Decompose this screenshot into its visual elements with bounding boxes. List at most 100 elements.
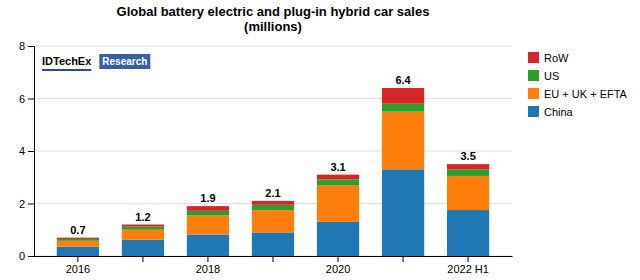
- annotation: Research: [102, 56, 147, 67]
- bar-segment: [317, 175, 359, 180]
- grid-line: [34, 98, 512, 99]
- y-tick: 0: [19, 250, 34, 262]
- grid: [34, 46, 512, 256]
- bar-segment: [447, 169, 489, 176]
- total-labels: 0.7 1.2 1.9 2.1 3.1 6.4 3.5: [70, 74, 476, 236]
- y-axis: 0 2 4 6 8: [19, 40, 35, 262]
- bar-segment: [122, 227, 164, 230]
- x-tick: 2016: [66, 256, 90, 275]
- bar-segment: [447, 210, 489, 256]
- series: [57, 88, 489, 239]
- y-tick: 6: [19, 93, 34, 105]
- total-label: 1.2: [135, 211, 150, 223]
- legend-swatch: [528, 52, 539, 63]
- x-tick-label: 2018: [196, 263, 220, 275]
- title: Global battery electric and plug-in hybr…: [117, 4, 430, 34]
- bar-segment: [382, 104, 424, 112]
- x-tick-mark: [77, 256, 78, 262]
- bar-segment: [252, 201, 294, 205]
- x-tick-mark: [338, 256, 339, 262]
- x-tick: [273, 256, 274, 262]
- bar-segment: [57, 241, 99, 247]
- bar-segment: [382, 112, 424, 170]
- legend-label: EU + UK + EFTA: [544, 88, 628, 100]
- bar-segment: [317, 222, 359, 256]
- y-tick-label: 6: [19, 93, 25, 105]
- total-label: 2.1: [265, 187, 280, 199]
- grid-line: [34, 46, 512, 47]
- legend: RoW US EU + UK + EFTA China: [528, 52, 628, 118]
- y-tick-label: 8: [19, 40, 25, 52]
- legend-swatch: [528, 70, 539, 81]
- total-label: 3.5: [460, 150, 475, 162]
- legend-label: US: [544, 70, 559, 82]
- grid-line: [34, 151, 512, 152]
- x-tick: 2018: [196, 256, 220, 275]
- legend-label: RoW: [544, 52, 569, 64]
- x-tick: 2020: [326, 256, 350, 275]
- annotation-underline: [42, 69, 91, 71]
- y-tick-mark: [28, 204, 34, 205]
- x-tick-mark: [273, 256, 274, 262]
- legend-item: US: [528, 70, 559, 82]
- bars: [57, 88, 489, 256]
- x-tick: [142, 256, 143, 262]
- y-tick: 2: [19, 198, 34, 210]
- x-tick-mark: [207, 256, 208, 262]
- total-label: 0.7: [70, 224, 85, 236]
- bar-segment: [447, 176, 489, 210]
- legend-item: China: [528, 106, 574, 118]
- y-tick-mark: [28, 46, 34, 47]
- legend-item: EU + UK + EFTA: [528, 88, 628, 100]
- bar-segment: [187, 211, 229, 216]
- annotation-background: [99, 54, 150, 69]
- bar-segment: [252, 205, 294, 210]
- total-label: 1.9: [200, 192, 215, 204]
- y-tick-mark: [28, 151, 34, 152]
- y-tick-label: 0: [19, 250, 25, 262]
- bar-segment: [122, 230, 164, 240]
- y-tick: 4: [19, 145, 34, 157]
- series: [57, 169, 489, 256]
- y-tick-label: 4: [19, 145, 25, 157]
- legend-swatch: [528, 88, 539, 99]
- bar-segment: [187, 216, 229, 235]
- chart: Global battery electric and plug-in hybr…: [0, 0, 640, 280]
- y-tick-mark: [28, 99, 34, 100]
- legend-label: China: [544, 106, 574, 118]
- x-tick-label: 2016: [66, 263, 90, 275]
- x-tick-label: 2022 H1: [447, 263, 489, 275]
- bar-segment: [447, 164, 489, 169]
- watermark: IDTechEx Research: [42, 54, 150, 70]
- bar-segment: [317, 179, 359, 185]
- annotation: IDTechEx: [42, 55, 92, 67]
- bar-segment: [57, 238, 99, 239]
- x-axis: 2016 2018 2020 2022 H1: [35, 256, 513, 275]
- x-tick-mark: [142, 256, 143, 262]
- bar-segment: [382, 169, 424, 256]
- plot: 2016 2018 2020 2022 H1 0 2 4 6 8 0.7 1.2 1.9 2.1 3.1 6…: [19, 40, 513, 275]
- x-tick-label: 2020: [326, 263, 350, 275]
- bar-segment: [187, 206, 229, 211]
- x-tick: 2022 H1: [447, 256, 489, 275]
- series: [57, 104, 489, 241]
- bar-segment: [317, 185, 359, 222]
- bar-segment: [382, 88, 424, 104]
- x-tick-mark: [468, 256, 469, 262]
- bar-segment: [122, 225, 164, 227]
- bar-segment: [122, 240, 164, 256]
- bar-segment: [57, 247, 99, 256]
- legend-item: RoW: [528, 52, 569, 64]
- y-tick-mark: [28, 256, 34, 257]
- bar-segment: [187, 234, 229, 256]
- bar-segment: [252, 210, 294, 232]
- y-axis-line: [28, 47, 35, 257]
- y-tick-label: 2: [19, 198, 25, 210]
- total-label: 3.1: [330, 161, 345, 173]
- x-tick: [403, 256, 404, 262]
- bar-segment: [252, 232, 294, 256]
- series: [57, 112, 489, 247]
- annotation-box: Research: [99, 54, 150, 69]
- total-label: 6.4: [395, 74, 411, 86]
- y-tick: 8: [19, 40, 34, 52]
